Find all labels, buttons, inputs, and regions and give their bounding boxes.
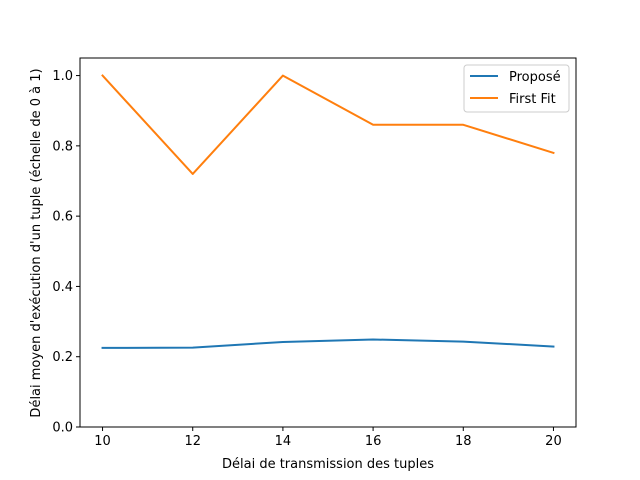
x-axis-ticks: 10 12 14 16 18 20 <box>94 427 562 449</box>
x-axis-label: Délai de transmission des tuples <box>222 457 434 472</box>
y-tick-label: 0.4 <box>52 280 73 295</box>
legend-label-first-fit: First Fit <box>509 92 556 107</box>
x-tick-label: 18 <box>455 434 472 449</box>
x-tick-label: 14 <box>275 434 292 449</box>
x-tick-label: 20 <box>545 434 562 449</box>
y-tick-label: 0.2 <box>52 350 73 365</box>
series-line-1 <box>101 74 555 175</box>
y-tick-label: 0.0 <box>52 421 73 436</box>
y-axis-label: Délai moyen d'exécution d'un tuple (éche… <box>29 68 44 417</box>
series-line-0 <box>101 338 555 349</box>
legend: Proposé First Fit <box>463 64 570 113</box>
plot-frame <box>79 57 577 428</box>
legend-label-propose: Proposé <box>509 70 561 85</box>
y-tick-label: 0.8 <box>52 139 73 154</box>
x-tick-label: 12 <box>184 434 201 449</box>
x-tick-label: 16 <box>365 434 382 449</box>
series-layer <box>101 74 555 349</box>
y-tick-label: 0.6 <box>52 210 73 225</box>
y-axis-ticks: 0.0 0.2 0.4 0.6 0.8 1.0 <box>52 69 80 436</box>
x-tick-label: 10 <box>94 434 111 449</box>
y-tick-label: 1.0 <box>52 69 73 84</box>
